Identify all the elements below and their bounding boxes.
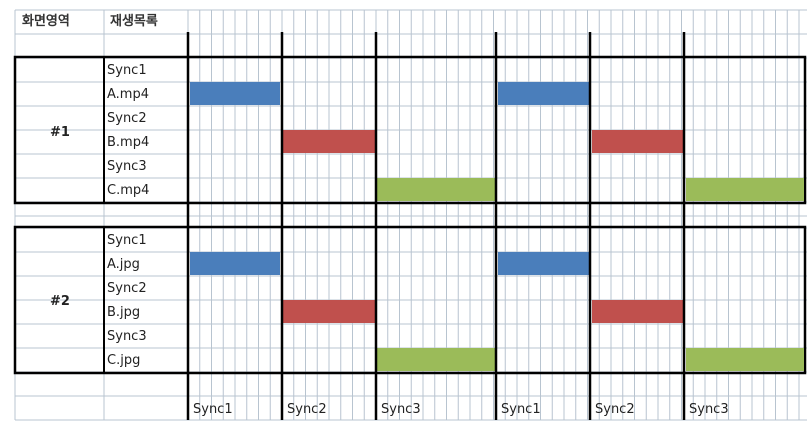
timeline-label: Sync3	[381, 402, 421, 417]
bar-c-group-1-first	[377, 178, 495, 201]
timeline-label: Sync3	[689, 402, 729, 417]
bar-c-group-2-second	[686, 348, 804, 371]
group-1-label: #1	[50, 125, 70, 140]
bar-b-group-1-first	[283, 130, 375, 153]
group-1-row-label: B.mp4	[107, 135, 149, 150]
group-1-row-label: Sync1	[107, 63, 147, 78]
group-2-row-label: Sync2	[107, 281, 147, 296]
bar-b-group-1-second	[592, 130, 684, 153]
group-2-row-label: Sync3	[107, 329, 147, 344]
group-2-label: #2	[50, 294, 70, 309]
group-1-row-label: Sync3	[107, 159, 147, 174]
bar-b-group-2-second	[592, 300, 684, 323]
bar-c-group-1-second	[686, 178, 804, 201]
group-1-row-label: C.mp4	[107, 183, 149, 198]
header-playlist-label: 재생목록	[110, 14, 158, 29]
timeline-label: Sync2	[595, 402, 635, 417]
timeline-label: Sync1	[501, 402, 541, 417]
bar-a-group-2-first	[190, 252, 280, 275]
group-2-row-label: B.jpg	[107, 305, 140, 320]
group-2-row-label: C.jpg	[107, 353, 140, 368]
bar-a-group-1-second	[498, 82, 590, 105]
group-1-frame	[13, 55, 807, 205]
header-area-label: 화면영역	[22, 13, 70, 29]
group-2-row-label: A.jpg	[107, 257, 140, 272]
bar-b-group-2-first	[283, 300, 375, 323]
timeline-label: Sync2	[287, 402, 327, 417]
group-2-row-label: Sync1	[107, 233, 147, 248]
bar-a-group-1-first	[190, 82, 280, 105]
group-1-row-label: Sync2	[107, 111, 147, 126]
group-2-frame	[13, 225, 807, 375]
timeline-label: Sync1	[193, 402, 233, 417]
bar-a-group-2-second	[498, 252, 590, 275]
group-1-row-label: A.mp4	[107, 87, 149, 102]
bar-c-group-2-first	[377, 348, 495, 371]
